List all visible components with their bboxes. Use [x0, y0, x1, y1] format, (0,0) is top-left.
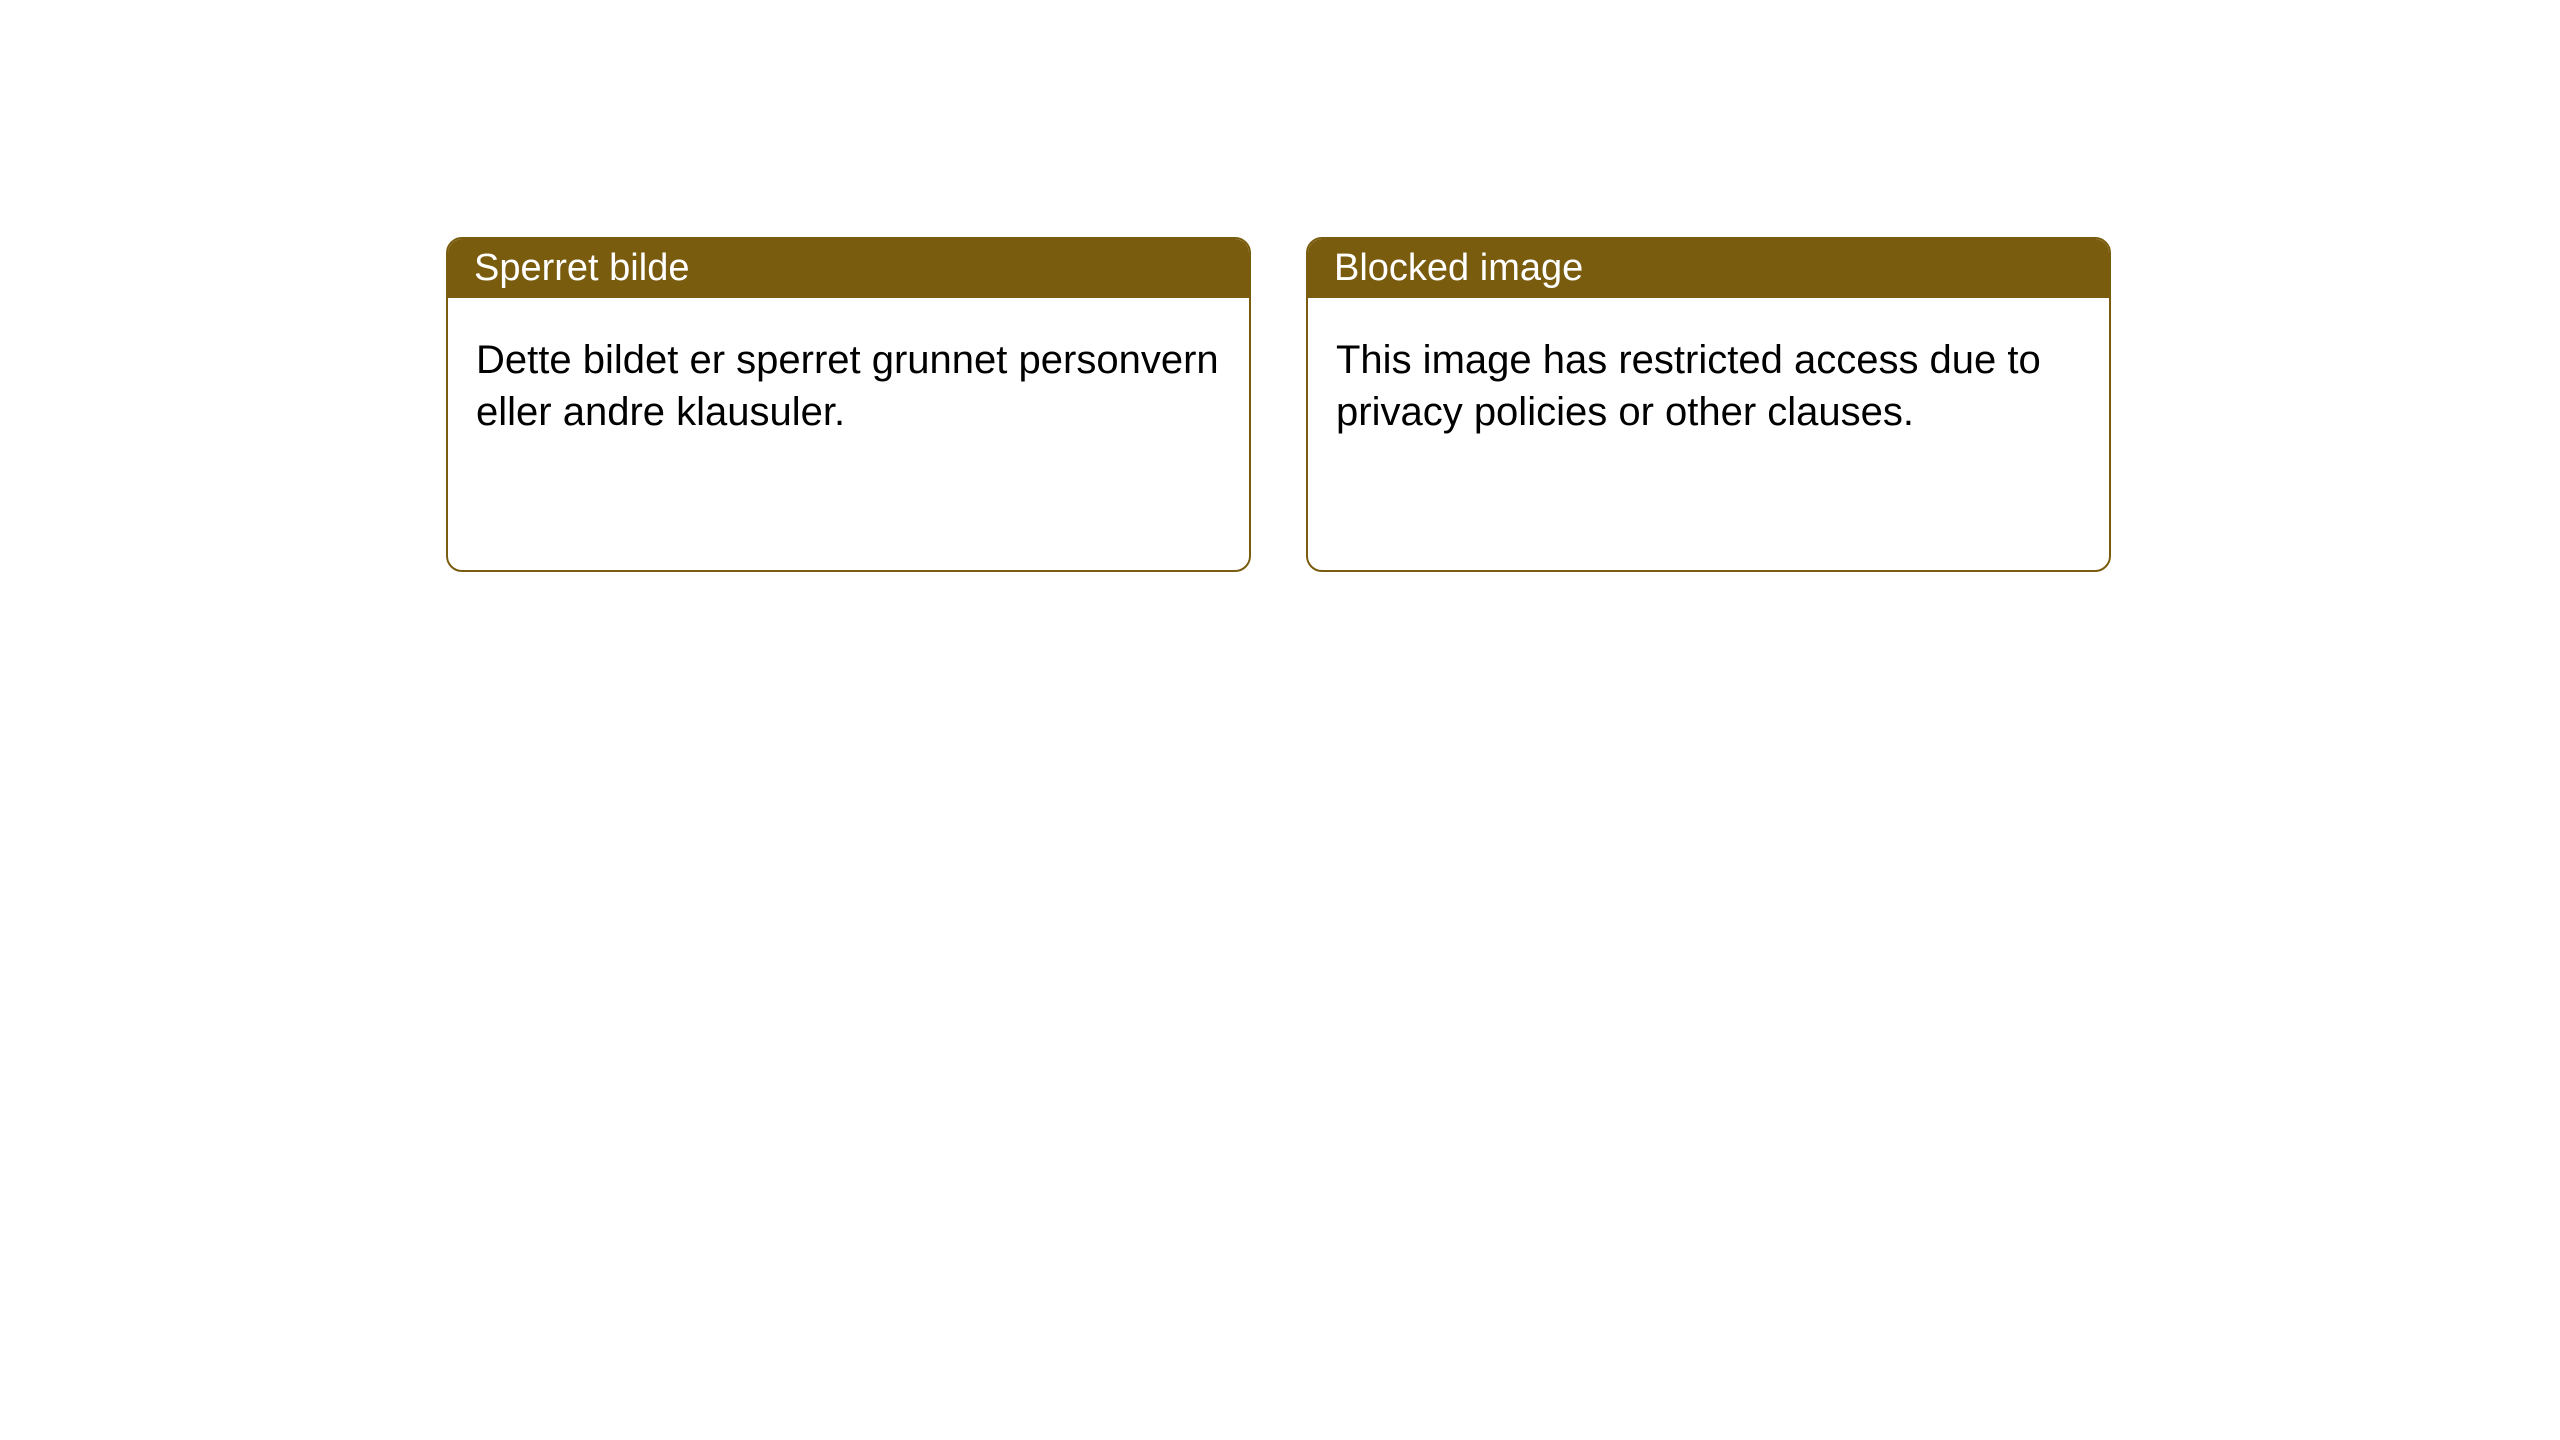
card-body-text: This image has restricted access due to …	[1336, 338, 2041, 434]
card-header: Sperret bilde	[448, 239, 1249, 298]
card-title: Blocked image	[1334, 247, 1583, 289]
card-body-text: Dette bildet er sperret grunnet personve…	[476, 338, 1219, 434]
notice-card-english: Blocked image This image has restricted …	[1306, 237, 2111, 572]
card-header: Blocked image	[1308, 239, 2109, 298]
notice-container: Sperret bilde Dette bildet er sperret gr…	[0, 0, 2560, 572]
card-title: Sperret bilde	[474, 247, 689, 289]
notice-card-norwegian: Sperret bilde Dette bildet er sperret gr…	[446, 237, 1251, 572]
card-body: This image has restricted access due to …	[1308, 298, 2109, 474]
card-body: Dette bildet er sperret grunnet personve…	[448, 298, 1249, 474]
